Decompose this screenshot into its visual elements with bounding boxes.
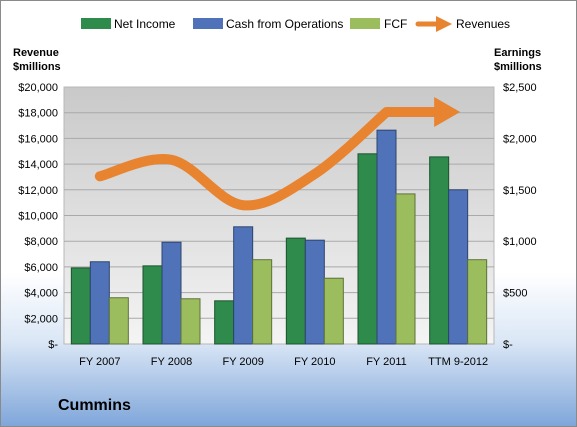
revenues-point — [314, 173, 315, 174]
left-axis-title-line-1: Revenue — [13, 47, 59, 59]
bar-net-income — [142, 265, 163, 345]
right-axis-ticks: $- $500 $1,000 $1,500 $2,000 $2,500 — [503, 82, 537, 351]
bar-net-income — [70, 267, 91, 345]
left-axis-tick-label: $2,000 — [24, 313, 58, 325]
left-axis-ticks: $- $2,000 $4,000 $6,000 $8,000 $10,000 $12,000… — [18, 82, 58, 351]
x-axis-tick-label: FY 2008 — [151, 356, 192, 368]
left-axis-tick-label: $4,000 — [24, 288, 58, 300]
x-axis-tick-label: FY 2007 — [79, 356, 120, 368]
right-axis-tick-label: $1,000 — [503, 236, 537, 248]
right-axis-tick-label: $500 — [503, 288, 527, 300]
revenues-point — [386, 112, 387, 113]
bar-net-income — [429, 156, 450, 345]
left-axis-tick-label: $18,000 — [18, 108, 58, 120]
x-axis-tick-label: TTM 9-2012 — [428, 356, 488, 368]
legend-label-cash-from-operations: Cash from Operations — [226, 17, 343, 31]
left-axis-tick-label: $16,000 — [18, 133, 58, 145]
revenues-point — [99, 176, 100, 177]
bar-fcf — [323, 277, 344, 345]
bar-net-income — [285, 237, 306, 345]
left-axis-tick-label: $14,000 — [18, 159, 58, 171]
x-axis-tick-label: FY 2011 — [366, 356, 407, 368]
bar-fcf — [108, 297, 129, 345]
right-axis-tick-label: $- — [503, 339, 513, 351]
right-axis-tick-label: $2,500 — [503, 82, 537, 94]
bar-fcf — [467, 259, 488, 345]
right-axis-tick-label: $1,500 — [503, 185, 537, 197]
legend: Net Income Cash from Operations FCF Reve… — [81, 16, 510, 32]
bar-cash-from-operations — [89, 261, 110, 345]
legend-swatch-net-income — [81, 18, 111, 29]
right-axis-title-line-1: Earnings — [494, 47, 541, 59]
bar-cash-from-operations — [448, 189, 469, 345]
revenue-line-layer — [94, 97, 461, 211]
left-axis-tick-label: $20,000 — [18, 82, 58, 94]
legend-swatch-cash-from-operations — [193, 18, 223, 29]
x-axis-tick-label: FY 2009 — [222, 356, 263, 368]
bar-cash-from-operations — [233, 226, 254, 345]
bar-cash-from-operations — [304, 239, 325, 345]
bar-net-income — [357, 153, 378, 345]
right-axis-title-line-2: $millions — [494, 61, 542, 73]
legend-swatch-fcf — [350, 18, 380, 29]
legend-label-revenues: Revenues — [456, 17, 510, 31]
bar-fcf — [252, 259, 273, 345]
bar-net-income — [214, 300, 235, 345]
bar-cash-from-operations — [161, 241, 182, 345]
x-axis-ticks: FY 2007 FY 2008 FY 2009 FY 2010 FY 2011 TTM 9… — [79, 356, 488, 368]
company-name: Cummins — [58, 397, 131, 414]
x-axis-tick-label: FY 2010 — [294, 356, 335, 368]
legend-label-net-income: Net Income — [114, 17, 176, 31]
left-axis-tick-label: $10,000 — [18, 211, 58, 223]
revenues-point — [171, 159, 172, 160]
bars — [70, 129, 488, 345]
legend-swatch-revenues — [415, 16, 452, 32]
revenues-point — [458, 112, 459, 113]
left-axis-title-line-2: $millions — [13, 61, 61, 73]
revenues-line — [94, 107, 444, 211]
revenues-arrowhead — [434, 97, 461, 128]
legend-label-fcf: FCF — [384, 17, 407, 31]
left-axis-tick-label: $12,000 — [18, 185, 58, 197]
revenues-point — [243, 205, 244, 206]
left-axis-tick-label: $- — [48, 339, 58, 351]
left-axis-tick-label: $8,000 — [24, 236, 58, 248]
left-axis-tick-label: $6,000 — [24, 262, 58, 274]
bar-cash-from-operations — [376, 129, 397, 345]
right-axis-tick-label: $2,000 — [503, 133, 537, 145]
bar-fcf — [180, 298, 201, 345]
bar-fcf — [395, 193, 416, 345]
